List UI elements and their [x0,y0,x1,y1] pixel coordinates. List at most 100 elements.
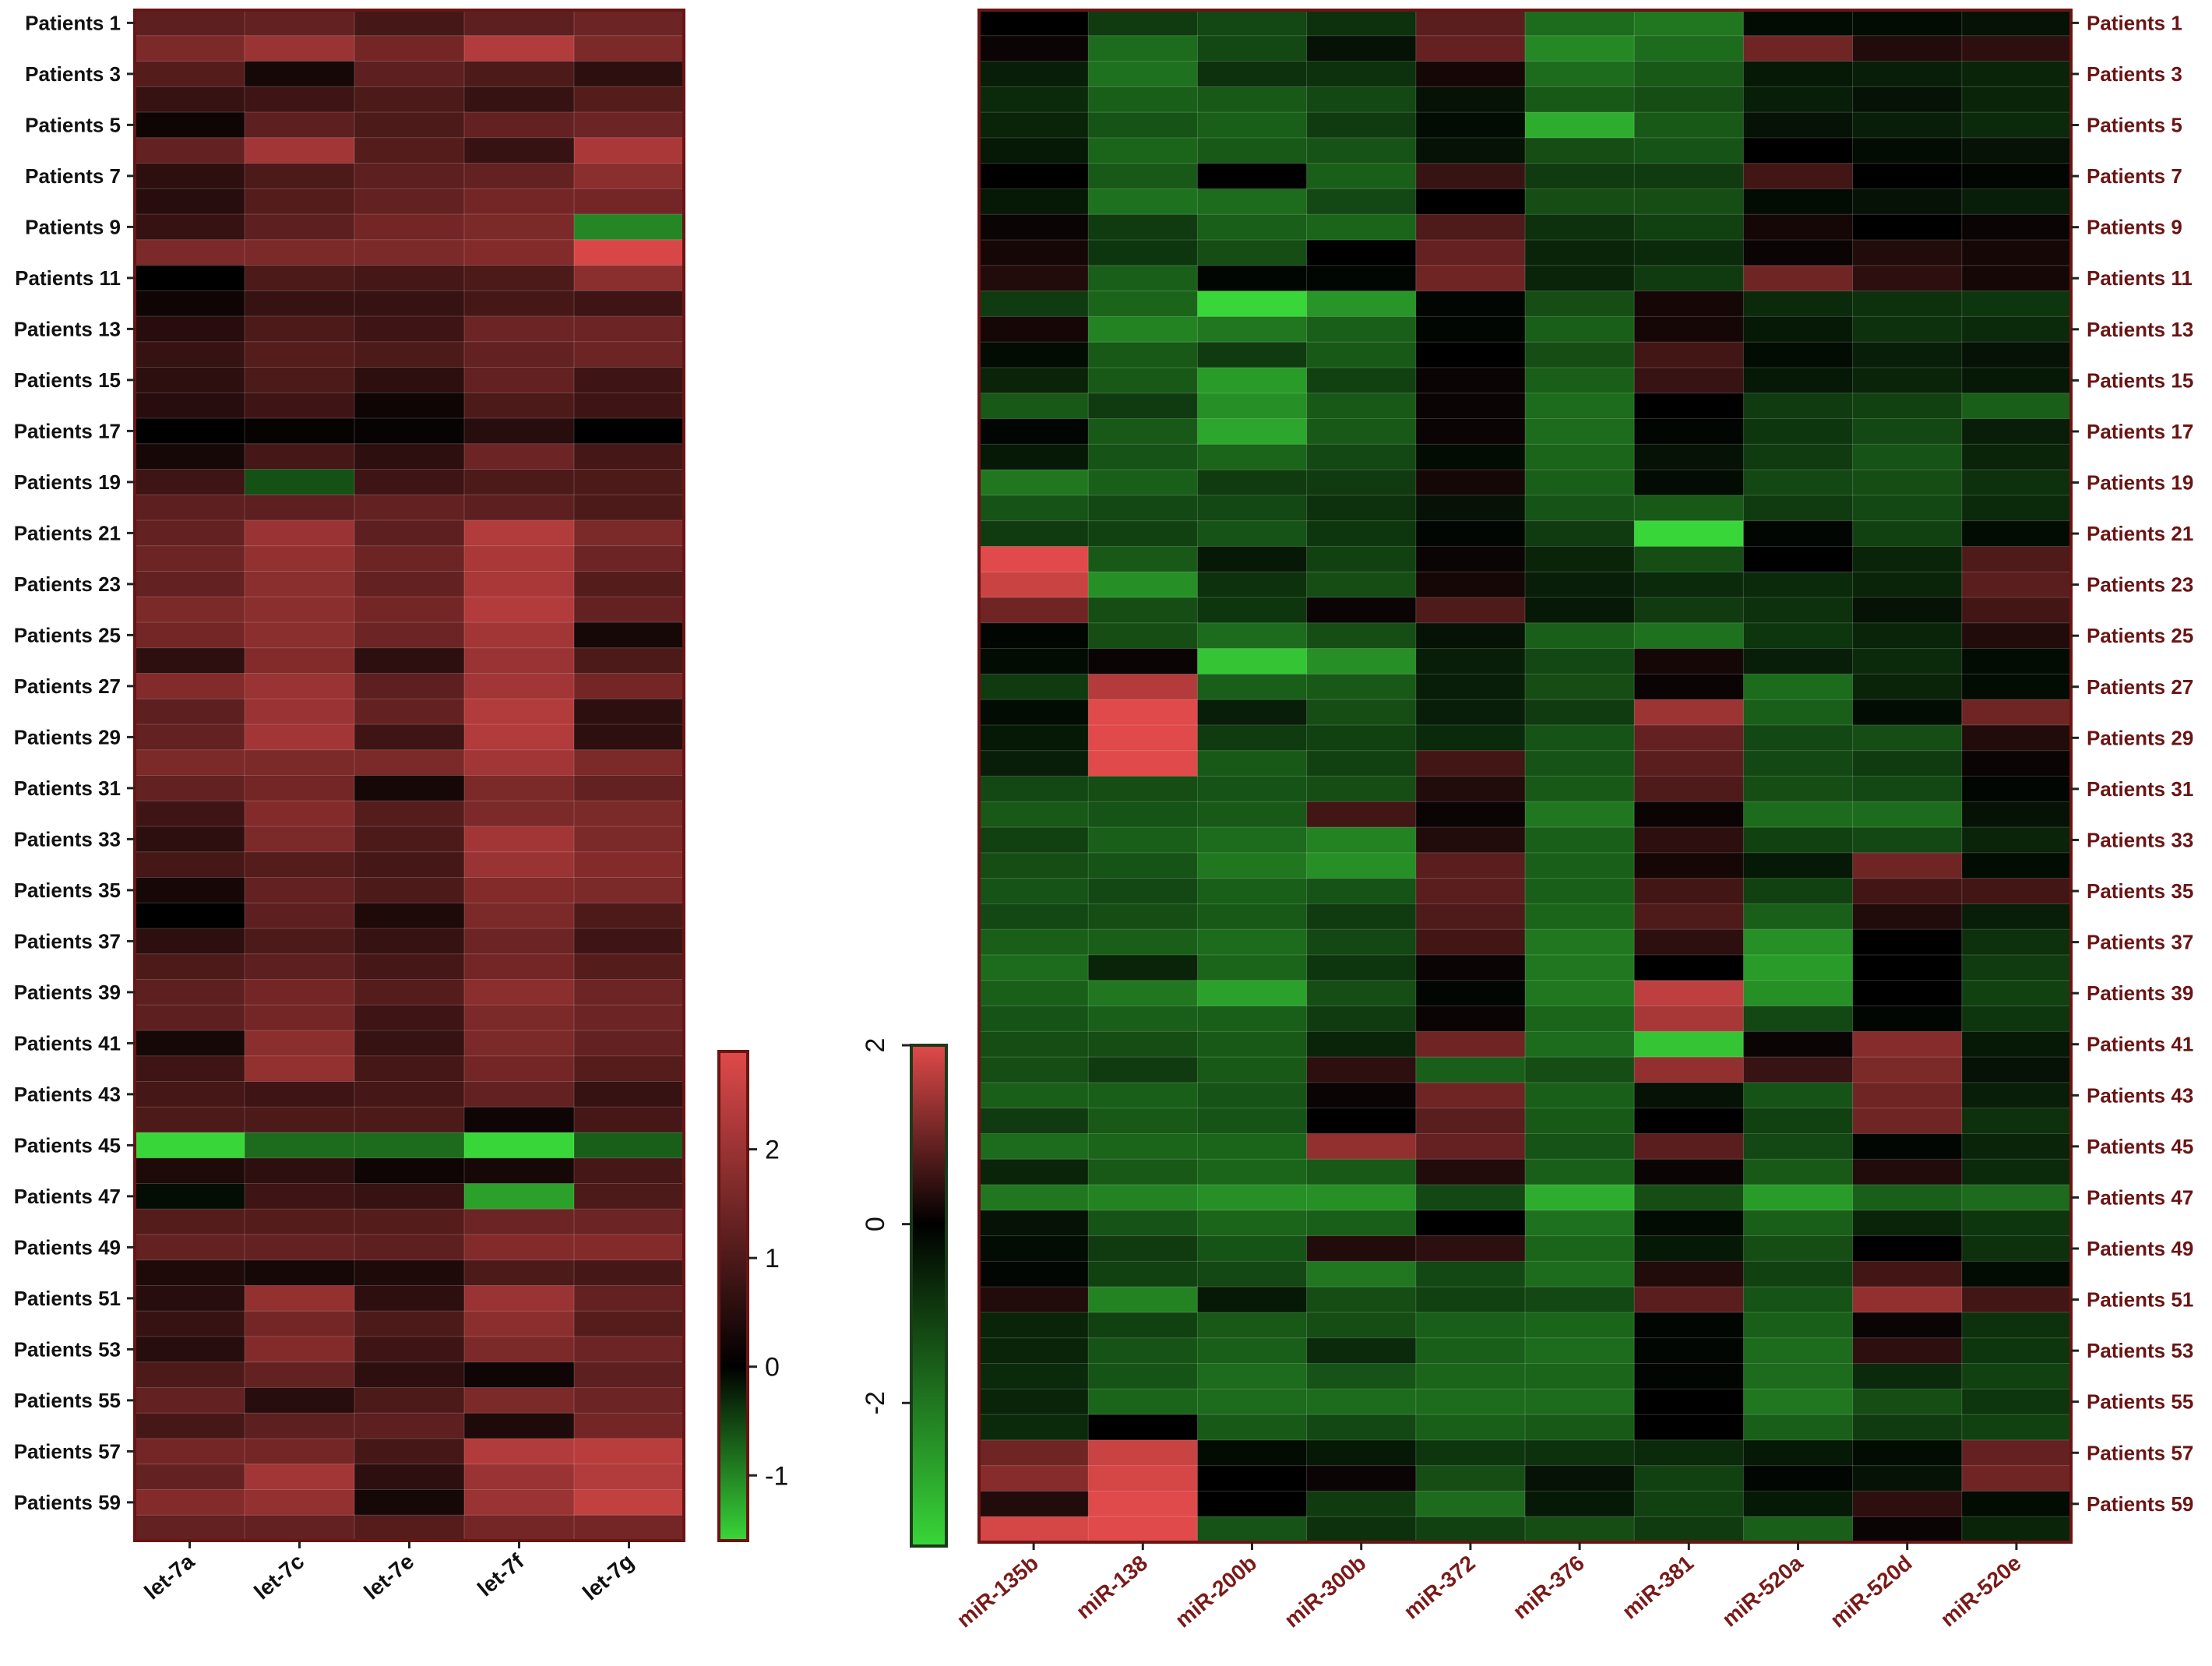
heatmap-left-cell [244,1336,356,1363]
heatmap-left-cell [354,111,466,139]
heatmap-right-cell [1415,545,1527,573]
heatmap-left-cell [354,1310,466,1338]
heatmap-right-cell [1742,1056,1854,1083]
heatmap-right-cell [1306,9,1417,37]
row-label: Patients 35 [14,879,121,902]
heatmap-left-cell [244,35,356,62]
heatmap-left-cell [463,163,576,190]
heatmap-right-cell [1742,724,1854,752]
row-label: Patients 25 [2087,624,2193,647]
heatmap-left-cell [463,800,576,828]
heatmap-left-cell [134,1208,246,1236]
heatmap-left-cell [354,443,466,470]
heatmap-right-cell [1524,137,1636,164]
heatmap-right-cell [978,1337,1090,1365]
heatmap-right-cell [1961,826,2073,854]
heatmap-right-cell [1961,111,2073,139]
heatmap-right-cell [1196,1388,1308,1416]
heatmap-right-cell [1306,188,1417,216]
heatmap-right-cell [1961,265,2073,292]
heatmap-right-cell [1633,188,1745,216]
heatmap-right-cell [1415,571,1527,599]
heatmap-right-cell [1415,1184,1527,1211]
heatmap-right-cell [1306,1082,1417,1109]
heatmap-right-cell [1742,291,1854,318]
heatmap-right-cell [1961,495,2073,522]
heatmap-right-cell [1742,61,1854,88]
heatmap-right-cell [1852,1312,1963,1339]
heatmap-left-cell [573,61,685,88]
heatmap-right-cell [1852,928,1963,956]
heatmap-right-cell [1087,545,1199,573]
heatmap-right-cell [1524,597,1636,624]
heatmap-right-cell [1306,980,1417,1007]
heatmap-right-cell [1524,495,1636,522]
heatmap-right-cell [1196,495,1308,522]
heatmap-right-cell [1961,750,2073,777]
heatmap-left-cell [354,826,466,853]
heatmap-right-cell [1852,622,1963,650]
row-label: Patients 49 [14,1235,121,1259]
heatmap-right-cell [1852,776,1963,803]
heatmap-right-cell [978,1286,1090,1314]
heatmap-left-cell [354,469,466,496]
heatmap-left-cell [244,188,356,216]
heatmap-right-cell [1196,1490,1308,1518]
heatmap-right-cell [1524,954,1636,981]
row-label: Patients 15 [2087,368,2193,392]
heatmap-right-cell [1852,1286,1963,1314]
heatmap-right-cell [1415,315,1527,343]
heatmap-left-cell [134,213,246,241]
heatmap-left-cell [463,213,576,241]
heatmap-left-cell [134,1132,246,1159]
heatmap-right-cell [1633,265,1745,292]
colorbar-right-tick-label: 0 [861,1217,890,1231]
heatmap-right-cell [1852,137,1963,164]
column-label: miR-376 [1509,1551,1589,1624]
heatmap-left-cell [573,417,685,445]
row-label: Patients 21 [14,521,121,544]
heatmap-left-cell [134,1336,246,1363]
row-label: Patients 17 [14,419,121,442]
heatmap-right-cell [1306,1414,1417,1441]
heatmap-left-cell [134,1259,246,1287]
heatmap-right-cell [1415,903,1527,931]
heatmap-right-cell [1852,443,1963,471]
heatmap-left-cell [244,673,356,700]
heatmap-left-cell [463,367,576,394]
heatmap-left-cell [244,469,356,496]
heatmap-right-cell [1196,1337,1308,1365]
heatmap-right-cell [1415,520,1527,548]
heatmap-right-cell [1415,265,1527,292]
heatmap-left-cell [134,163,246,190]
heatmap-left-cell [134,622,246,649]
heatmap-right-cell [978,1414,1090,1441]
heatmap-right-cell [1961,1286,2073,1314]
heatmap-right-cell [1196,750,1308,777]
heatmap-right-cell [978,495,1090,522]
heatmap-right-cell [978,1516,1090,1544]
heatmap-left-cell [463,749,576,777]
heatmap-right-cell [1852,545,1963,573]
heatmap-right-cell [1087,622,1199,650]
column-label: let-7a [139,1549,199,1604]
heatmap-right-cell [1633,1465,1745,1492]
heatmap-left-cell [573,1489,685,1516]
heatmap-left-cell [573,877,685,904]
heatmap-right-cell [1196,1260,1308,1288]
heatmap-right-cell [1961,315,2073,343]
heatmap-right-cell [1087,801,1199,829]
heatmap-left-cell [244,775,356,802]
heatmap-left-cell [244,1285,356,1312]
heatmap-right-cell [1306,852,1417,879]
heatmap-right-cell [1306,954,1417,981]
heatmap-left-cell [354,1463,466,1491]
heatmap-right-cell [1415,1286,1527,1314]
heatmap-left-cell [463,826,576,853]
heatmap-right-cell [1087,852,1199,879]
heatmap-left-cell [134,494,246,522]
heatmap-right-cell [1961,1363,2073,1390]
heatmap-left-cell [134,902,246,930]
heatmap-left-cell [463,9,576,37]
heatmap-left-cell [134,392,246,420]
